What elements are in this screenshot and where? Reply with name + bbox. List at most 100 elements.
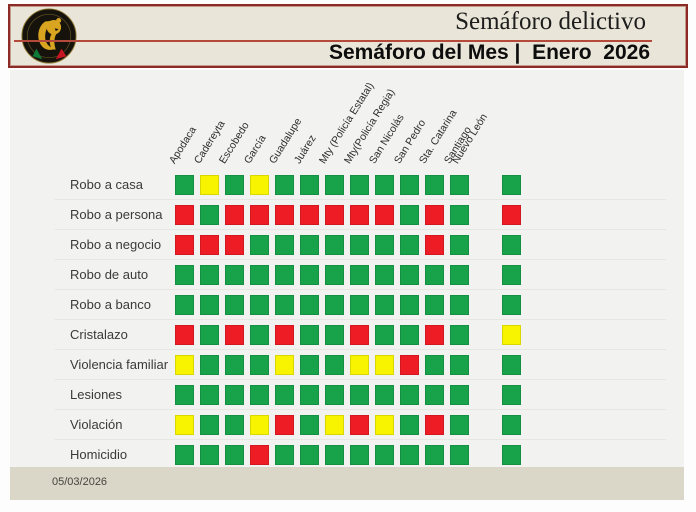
- status-cell-green: [325, 354, 344, 375]
- status-cell-green: [275, 294, 294, 315]
- status-cell-red: [375, 204, 394, 225]
- status-cell-green: [275, 264, 294, 285]
- status-cell-green: [400, 204, 419, 225]
- status-cell-yellow: [175, 354, 194, 375]
- row-label: Homicidio: [70, 447, 128, 462]
- status-cell-green: [375, 384, 394, 405]
- status-cell-yellow: [502, 324, 521, 345]
- status-cell-green: [200, 384, 219, 405]
- status-cell-green: [300, 444, 319, 465]
- status-cell-green: [300, 324, 319, 345]
- status-cell-red: [225, 204, 244, 225]
- status-cell-green: [175, 264, 194, 285]
- status-cell-red: [250, 444, 269, 465]
- status-cell-green: [250, 264, 269, 285]
- status-cell-green: [225, 444, 244, 465]
- column-header: García: [241, 132, 269, 166]
- status-cell-green: [325, 384, 344, 405]
- status-cell-yellow: [200, 174, 219, 195]
- status-cell-green: [175, 384, 194, 405]
- status-cell-yellow: [250, 414, 269, 435]
- status-cell-green: [502, 264, 521, 285]
- status-cell-red: [325, 204, 344, 225]
- status-cell-green: [325, 444, 344, 465]
- status-cell-green: [250, 234, 269, 255]
- status-cell-green: [502, 414, 521, 435]
- header: Semáforo delictivo Semáforo del Mes | En…: [8, 4, 688, 68]
- matrix-row: Homicidio: [55, 440, 666, 470]
- report-subtitle: Semáforo del Mes | Enero 2026: [329, 41, 650, 64]
- row-label: Lesiones: [70, 387, 123, 402]
- status-cell-green: [325, 324, 344, 345]
- status-cell-red: [275, 324, 294, 345]
- status-cell-green: [325, 294, 344, 315]
- status-cell-green: [502, 444, 521, 465]
- row-label: Violación: [70, 417, 123, 432]
- status-cell-green: [275, 234, 294, 255]
- status-cell-green: [450, 204, 469, 225]
- status-cell-green: [450, 234, 469, 255]
- status-cell-green: [225, 174, 244, 195]
- status-cell-green: [502, 354, 521, 375]
- status-cell-green: [175, 174, 194, 195]
- status-cell-green: [400, 444, 419, 465]
- header-divider: [14, 40, 652, 42]
- status-cell-green: [450, 354, 469, 375]
- status-cell-yellow: [275, 354, 294, 375]
- content-area: Apodaca Cadereyta Escobedo García Guadalupe J…: [10, 70, 684, 500]
- row-label: Cristalazo: [70, 327, 128, 342]
- status-cell-green: [250, 384, 269, 405]
- status-cell-green: [375, 174, 394, 195]
- status-cell-red: [502, 204, 521, 225]
- status-cell-green: [375, 264, 394, 285]
- status-cell-green: [250, 294, 269, 315]
- status-cell-green: [400, 264, 419, 285]
- status-cell-green: [225, 414, 244, 435]
- status-cell-green: [400, 384, 419, 405]
- status-cell-yellow: [375, 354, 394, 375]
- status-cell-green: [200, 204, 219, 225]
- status-cell-green: [350, 174, 369, 195]
- matrix-row: Cristalazo: [55, 320, 666, 350]
- status-cell-green: [450, 294, 469, 315]
- row-label: Violencia familiar: [70, 357, 169, 372]
- status-cell-green: [200, 294, 219, 315]
- status-cell-yellow: [375, 414, 394, 435]
- semaforo-matrix: Robo a casa Robo a persona Robo a negocio R…: [55, 170, 666, 470]
- status-cell-green: [300, 234, 319, 255]
- status-cell-red: [275, 414, 294, 435]
- status-cell-green: [300, 354, 319, 375]
- status-cell-green: [375, 444, 394, 465]
- status-cell-red: [300, 204, 319, 225]
- status-cell-green: [502, 174, 521, 195]
- footer-bar: 05/03/2026: [10, 467, 684, 500]
- status-cell-green: [300, 294, 319, 315]
- status-cell-green: [350, 264, 369, 285]
- status-cell-green: [400, 174, 419, 195]
- status-cell-red: [425, 234, 444, 255]
- status-cell-green: [225, 384, 244, 405]
- status-cell-red: [400, 354, 419, 375]
- status-cell-green: [502, 294, 521, 315]
- status-cell-green: [200, 264, 219, 285]
- row-label: Robo a negocio: [70, 237, 162, 252]
- row-label: Robo a casa: [70, 177, 143, 192]
- matrix-row: Robo de auto: [55, 260, 666, 290]
- status-cell-yellow: [350, 354, 369, 375]
- status-cell-green: [275, 384, 294, 405]
- status-cell-green: [400, 414, 419, 435]
- status-cell-green: [425, 264, 444, 285]
- row-label: Robo de auto: [70, 267, 149, 282]
- status-cell-green: [450, 324, 469, 345]
- status-cell-green: [425, 294, 444, 315]
- status-cell-green: [200, 324, 219, 345]
- status-cell-red: [425, 204, 444, 225]
- status-cell-green: [350, 294, 369, 315]
- status-cell-green: [375, 324, 394, 345]
- status-cell-green: [450, 264, 469, 285]
- status-cell-green: [450, 384, 469, 405]
- status-cell-green: [275, 444, 294, 465]
- column-header: Juárez: [291, 132, 319, 166]
- status-cell-green: [425, 354, 444, 375]
